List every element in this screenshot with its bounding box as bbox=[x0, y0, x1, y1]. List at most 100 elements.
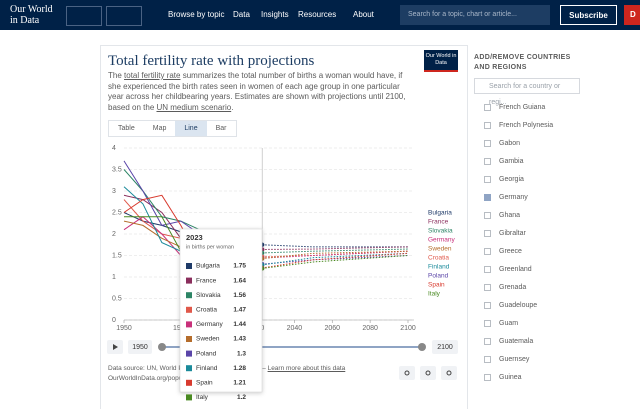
tab[interactable]: Map bbox=[152, 125, 167, 132]
country-option[interactable]: Gibraltar bbox=[484, 230, 526, 237]
country-option[interactable]: Georgia bbox=[484, 176, 524, 183]
link[interactable]: UN medium scenario bbox=[156, 102, 232, 112]
search-box[interactable]: Search for a topic, chart or article... bbox=[400, 5, 550, 25]
nav-link[interactable]: Resources bbox=[298, 10, 337, 19]
country-option[interactable]: French Polynesia bbox=[484, 122, 553, 129]
projection-line bbox=[262, 244, 408, 248]
checkbox[interactable] bbox=[484, 356, 491, 363]
checkbox[interactable] bbox=[484, 338, 491, 345]
checkbox[interactable] bbox=[484, 230, 491, 237]
projection-line bbox=[262, 252, 409, 266]
icon bbox=[446, 370, 452, 376]
y-tick-label: 1.5 bbox=[112, 252, 122, 259]
fullscreen-button[interactable] bbox=[441, 366, 457, 380]
timeline-start-box bbox=[128, 340, 152, 354]
x-tick-label: 2060 bbox=[324, 325, 340, 332]
country-option[interactable]: Guernsey bbox=[484, 356, 529, 363]
y-tick-label: 2.5 bbox=[112, 209, 122, 216]
country-name: Guadeloupe bbox=[499, 302, 538, 309]
tab[interactable]: Table bbox=[118, 125, 135, 132]
tooltip-box bbox=[179, 228, 263, 393]
checkbox[interactable] bbox=[484, 266, 491, 273]
nav-link[interactable]: Browse by topic bbox=[168, 10, 225, 19]
link[interactable]: total fertility rate bbox=[124, 71, 181, 80]
tooltip-swatch bbox=[186, 336, 192, 342]
link[interactable]: Learn more about this data bbox=[267, 365, 346, 372]
nav-link[interactable]: About bbox=[353, 10, 374, 19]
projection-line bbox=[262, 250, 409, 260]
country-name: French Guiana bbox=[499, 104, 546, 111]
tooltip-value: 1.56 bbox=[233, 292, 246, 299]
country-option[interactable]: Greece bbox=[484, 248, 522, 255]
tooltip-name: Sweden bbox=[196, 336, 220, 343]
projection-line bbox=[262, 250, 409, 259]
line-label: Italy bbox=[428, 291, 441, 298]
checkbox[interactable] bbox=[484, 284, 491, 291]
projection-line bbox=[262, 248, 409, 254]
checkbox[interactable] bbox=[484, 302, 491, 309]
tooltip-value: 1.28 bbox=[233, 365, 246, 372]
partner-logo bbox=[106, 6, 142, 26]
tooltip-name: Germany bbox=[196, 321, 223, 328]
country-name: Ghana bbox=[499, 212, 521, 219]
nav-link[interactable]: Data bbox=[233, 10, 250, 19]
checkbox[interactable] bbox=[484, 194, 491, 201]
country-option[interactable]: Grenada bbox=[484, 284, 526, 291]
checkbox[interactable] bbox=[484, 212, 491, 219]
tooltip-value: 1.64 bbox=[233, 277, 246, 284]
checkbox[interactable] bbox=[484, 158, 491, 165]
checkbox[interactable] bbox=[484, 122, 491, 129]
tooltip-swatch bbox=[186, 277, 192, 284]
logo[interactable]: Our World in Data bbox=[10, 4, 53, 26]
checkbox[interactable] bbox=[484, 176, 491, 183]
x-tick-label: 2040 bbox=[287, 325, 303, 332]
y-tick-label: 4 bbox=[112, 145, 116, 152]
text: . bbox=[231, 102, 234, 112]
x-tick-label: 2080 bbox=[362, 325, 378, 332]
tooltip-value: 1.75 bbox=[233, 263, 246, 270]
country-name: French Polynesia bbox=[499, 122, 554, 129]
download-button[interactable] bbox=[399, 366, 415, 380]
country-option[interactable]: French Guiana bbox=[484, 104, 545, 111]
tooltip-value: 1.47 bbox=[233, 307, 246, 314]
tab[interactable]: Line bbox=[175, 121, 207, 136]
chart-card bbox=[100, 45, 468, 409]
y-tick-label: 3 bbox=[112, 188, 116, 195]
tooltip-name: Finland bbox=[196, 365, 218, 372]
timeline-handle[interactable] bbox=[418, 343, 426, 351]
tabs: Table Map Line Bar bbox=[108, 120, 237, 137]
timeline-handle[interactable] bbox=[158, 343, 166, 351]
country-name: Guatemala bbox=[499, 338, 534, 345]
country-option[interactable]: Guinea bbox=[484, 374, 522, 381]
icon bbox=[404, 370, 410, 376]
checkbox[interactable] bbox=[484, 374, 491, 381]
country-option[interactable]: Gambia bbox=[484, 158, 524, 165]
projection-line bbox=[262, 255, 409, 269]
country-option[interactable]: Germany bbox=[484, 194, 528, 201]
checkbox[interactable] bbox=[484, 248, 491, 255]
subscribe-button[interactable]: Subscribe bbox=[560, 5, 617, 25]
country-option[interactable]: Guatemala bbox=[484, 338, 533, 345]
country-option[interactable]: Greenland bbox=[484, 266, 532, 273]
checkbox[interactable] bbox=[484, 140, 491, 147]
country-search[interactable]: Search for a country or regi... bbox=[474, 78, 580, 106]
country-option[interactable]: Ghana bbox=[484, 212, 520, 219]
checkbox[interactable] bbox=[484, 320, 491, 327]
share-button[interactable] bbox=[420, 366, 436, 380]
country-option[interactable]: Guadeloupe bbox=[484, 302, 537, 309]
checkbox[interactable] bbox=[484, 104, 491, 111]
tooltip-value: 1.44 bbox=[233, 321, 246, 328]
donate-button[interactable]: D bbox=[624, 5, 640, 25]
tab[interactable]: Bar bbox=[215, 125, 227, 132]
tooltip-name: Slovakia bbox=[196, 292, 221, 299]
nav-link[interactable]: Insights bbox=[261, 10, 289, 19]
tooltip-name: France bbox=[196, 277, 217, 284]
tooltip-swatch bbox=[186, 379, 192, 386]
source-url: OurWorldInData.org/population-growth bbox=[108, 375, 220, 382]
tooltip-name: Poland bbox=[196, 350, 217, 357]
country-option[interactable]: Gabon bbox=[484, 140, 520, 147]
country-option[interactable]: Guam bbox=[484, 320, 518, 327]
y-tick-label: 0.5 bbox=[112, 295, 122, 302]
tooltip-value: 1.43 bbox=[233, 336, 246, 343]
